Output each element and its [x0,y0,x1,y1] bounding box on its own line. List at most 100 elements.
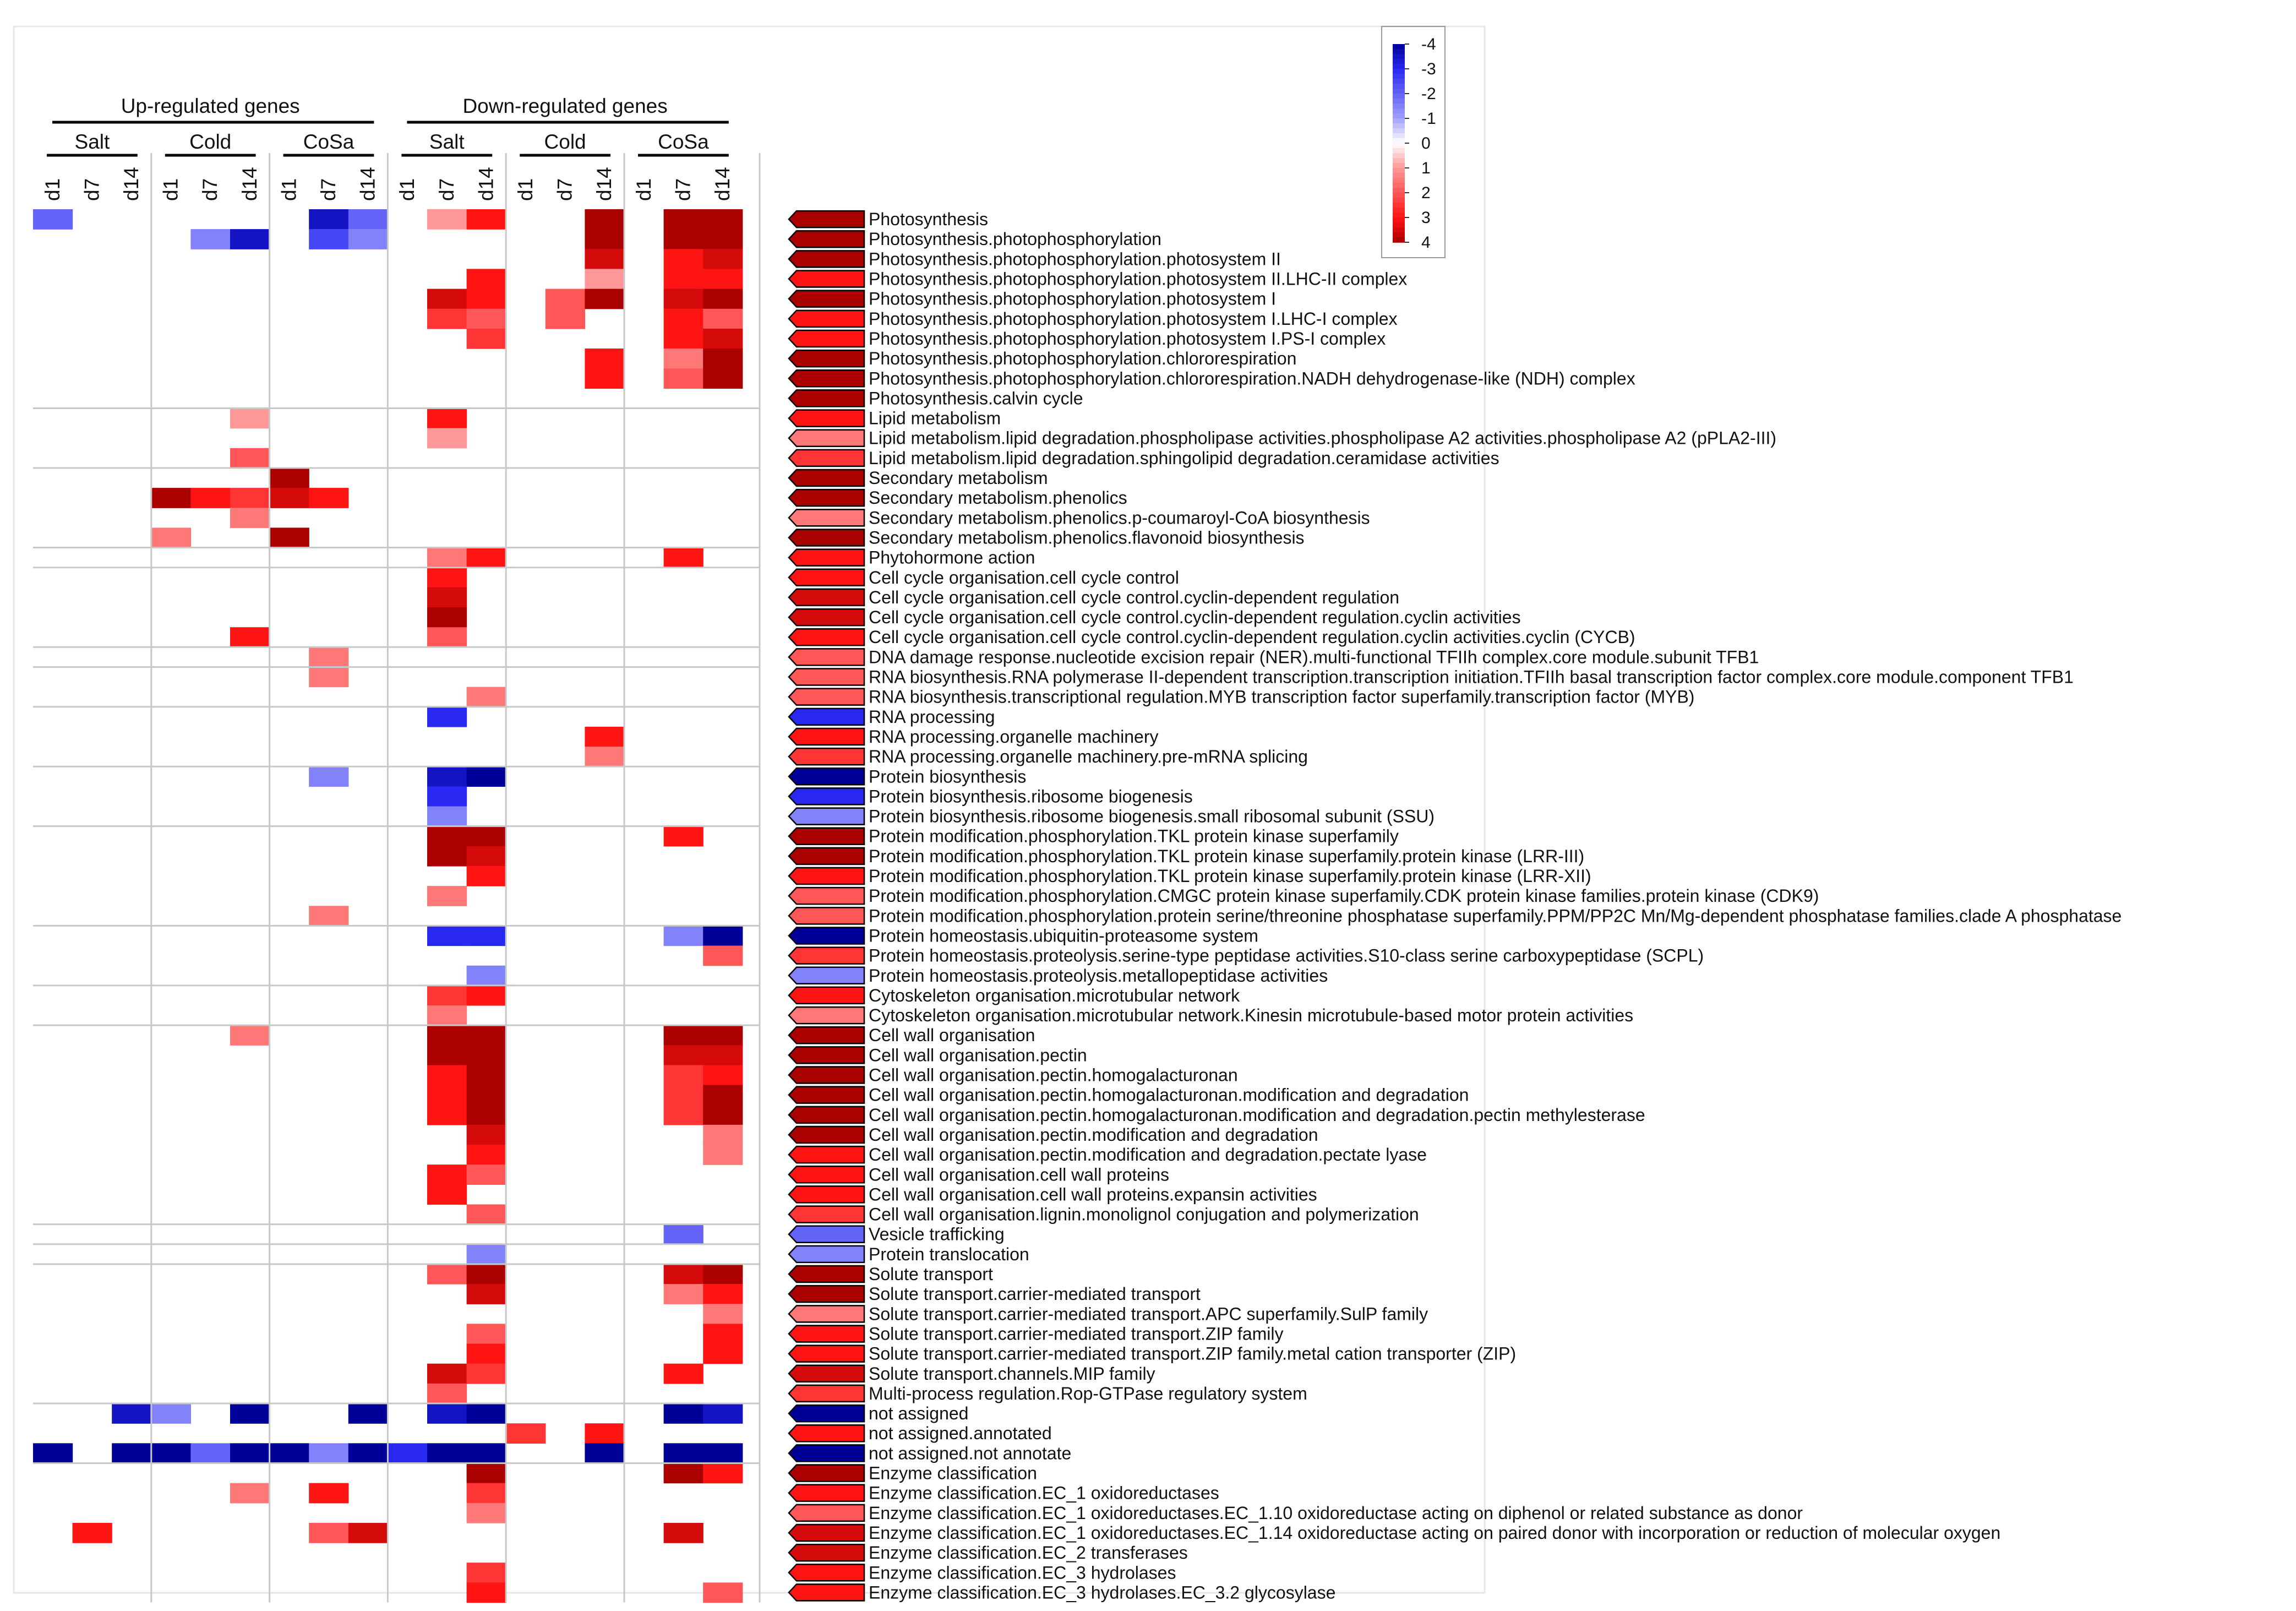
heatmap-cell [190,488,231,508]
heatmap-cell [427,209,467,230]
heatmap-cell [112,1443,152,1464]
row-label: Photosynthesis.photophosphorylation.phot… [869,329,1386,349]
row-label: Protein modification.phosphorylation.pro… [869,906,2122,926]
heatmap-cell [466,766,506,787]
category-arrow [788,747,865,766]
heatmap-cell [703,1284,743,1304]
row-label: Cell wall organisation.pectin.homogalact… [869,1105,1645,1125]
legend-swatch [1393,163,1405,168]
category-arrow [788,1523,865,1542]
heatmap-cell [703,1304,743,1325]
category-arrow [788,290,865,308]
legend-swatch [1393,158,1405,164]
heatmap-cell [427,1184,467,1205]
category-arrow [788,1464,865,1482]
legend-swatch [1393,217,1405,223]
heatmap-cell [466,269,506,290]
heatmap-cell [703,945,743,966]
heatmap-cell [427,289,467,309]
heatmap-cell [663,1443,703,1464]
category-arrow [788,807,865,825]
heatmap-cell [72,1522,112,1543]
legend-swatch [1393,203,1405,208]
category-arrow [788,568,865,587]
heatmap-grid [33,153,761,1603]
category-arrow [788,1046,865,1064]
category-arrow [788,429,865,447]
heatmap-cell [703,269,743,290]
legend-swatch [1393,237,1405,243]
heatmap-cell [427,627,467,647]
heatmap-cell [663,1363,703,1384]
heatmap-cell [230,448,270,469]
heatmap-cell [663,1463,703,1484]
heatmap-cell [348,229,388,249]
heatmap-cell [466,1264,506,1285]
heatmap-cell [466,1204,506,1225]
heatmap-cell [466,1145,506,1165]
heatmap-cell [309,667,349,688]
category-arrow [788,608,865,627]
timepoint-label: d7 [672,178,694,201]
category-arrow [788,966,865,985]
row-label: Enzyme classification.EC_1 oxidoreductas… [869,1503,1803,1523]
row-label: Phytohormone action [869,548,1035,568]
category-arrow [788,1484,865,1502]
heatmap-cell [663,229,703,249]
row-label: Photosynthesis.photophosphorylation.phot… [869,269,1407,289]
row-label: Solute transport.channels.MIP family [869,1364,1155,1384]
heatmap-cell [663,1065,703,1086]
category-arrow [788,509,865,527]
row-label: Solute transport.carrier-mediated transp… [869,1284,1201,1304]
row-label: Enzyme classification.EC_3 hydrolases.EC… [869,1582,1335,1602]
heatmap-cell [309,209,349,230]
category-arrow [788,1225,865,1243]
category-arrow [788,1364,865,1383]
heatmap-cell [466,1363,506,1384]
heatmap-cell [663,826,703,847]
row-label: DNA damage response.nucleotide excision … [869,647,1759,667]
row-label: Enzyme classification.EC_3 hydrolases [869,1563,1176,1582]
legend-swatch [1393,227,1405,233]
heatmap-cell [309,1483,349,1504]
heatmap-cell [348,1522,388,1543]
category-arrow [788,389,865,407]
heatmap-cell [230,1443,270,1464]
heatmap-cell [585,269,625,290]
heatmap-cell [427,806,467,827]
row-label: Secondary metabolism.phenolics.flavonoid… [869,527,1305,547]
condition-label: Salt [429,130,465,153]
heatmap-cell [466,1443,506,1464]
timepoint-label: d1 [632,178,655,201]
heatmap-cell [427,926,467,946]
legend-tick-label: -2 [1421,85,1436,103]
row-label: Protein homeostasis.proteolysis.serine-t… [869,946,1704,966]
category-arrow [788,409,865,427]
row-label: Protein modification.phosphorylation.CMG… [869,886,1819,906]
column-header: Up-regulated genes Salt d1 d7 d14 Cold d1 d7 d14… [41,95,734,201]
heatmap-cell [466,1164,506,1185]
heatmap-cell [427,985,467,1006]
category-arrow [788,1384,865,1403]
heatmap-cell [585,1443,625,1464]
category-arrow [788,488,865,507]
heatmap-cell [663,1224,703,1245]
heatmap-cell [703,1582,743,1603]
row-label: Cell wall organisation.cell wall protein… [869,1184,1317,1204]
heatmap-cell [348,1403,388,1424]
row-label: Vesicle trafficking [869,1224,1005,1244]
category-arrow [788,946,865,965]
heatmap-cell [663,1264,703,1285]
heatmap-cell [427,308,467,329]
heatmap-cell [703,1045,743,1066]
category-arrow [788,1444,865,1462]
heatmap-cell [309,1522,349,1543]
timepoint-label: d14 [120,167,143,201]
heatmap-cell [151,527,191,548]
category-arrow [788,688,865,706]
legend-swatch [1393,208,1405,213]
timepoint-label: d7 [435,178,458,201]
legend-swatch [1393,222,1405,228]
condition-label: CoSa [658,130,709,153]
row-label: Protein translocation [869,1244,1029,1264]
